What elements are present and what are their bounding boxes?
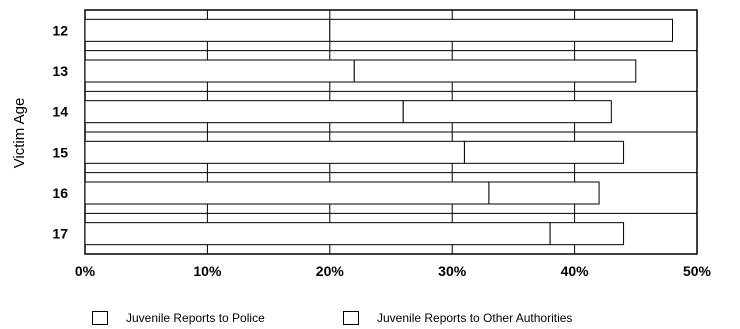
grid-lines <box>85 10 697 254</box>
legend-item-other: Juvenile Reports to Other Authorities <box>343 311 572 325</box>
legend-swatch-other <box>343 311 359 325</box>
bar-age-12-series-1 <box>329 18 674 42</box>
x-tick-label: 10% <box>193 263 222 279</box>
y-category-labels: 12 13 14 15 16 17 <box>52 22 68 241</box>
legend-label-police: Juvenile Reports to Police <box>126 311 265 325</box>
y-axis-label: Victim Age <box>11 98 28 169</box>
x-tick-label: 30% <box>438 263 467 279</box>
y-tick-label: 15 <box>52 144 68 160</box>
bar-age-14-series-0 <box>84 100 404 124</box>
bar-age-16-series-0 <box>84 181 490 205</box>
bar-age-17-series-0 <box>84 222 551 246</box>
x-tick-label: 20% <box>316 263 345 279</box>
y-tick-label: 14 <box>52 104 68 120</box>
bar-age-16-series-1 <box>488 181 600 205</box>
legend-swatch-police <box>92 311 108 325</box>
x-tick-label: 0% <box>75 263 96 279</box>
bar-age-13-series-0 <box>84 59 355 83</box>
x-tick-label: 40% <box>561 263 590 279</box>
legend-item-police: Juvenile Reports to Police <box>92 311 265 325</box>
bar-age-15-series-1 <box>463 140 625 164</box>
x-tick-label: 50% <box>683 263 712 279</box>
bar-age-13-series-1 <box>353 59 637 83</box>
bar-age-17-series-1 <box>549 222 625 246</box>
bar-age-12-series-0 <box>84 18 331 42</box>
bar-age-14-series-1 <box>402 100 612 124</box>
bar-age-15-series-0 <box>84 140 465 164</box>
x-tick-labels: 0% 10% 20% 30% 40% 50% <box>75 263 712 279</box>
bars <box>84 18 674 246</box>
y-tick-label: 13 <box>52 63 68 79</box>
legend-label-other: Juvenile Reports to Other Authorities <box>377 311 573 325</box>
y-tick-label: 16 <box>52 185 68 201</box>
plot-frame <box>84 9 698 255</box>
y-tick-label: 12 <box>52 22 68 38</box>
y-tick-label: 17 <box>52 226 68 242</box>
legend: Juvenile Reports to Police Juvenile Repo… <box>0 311 740 329</box>
